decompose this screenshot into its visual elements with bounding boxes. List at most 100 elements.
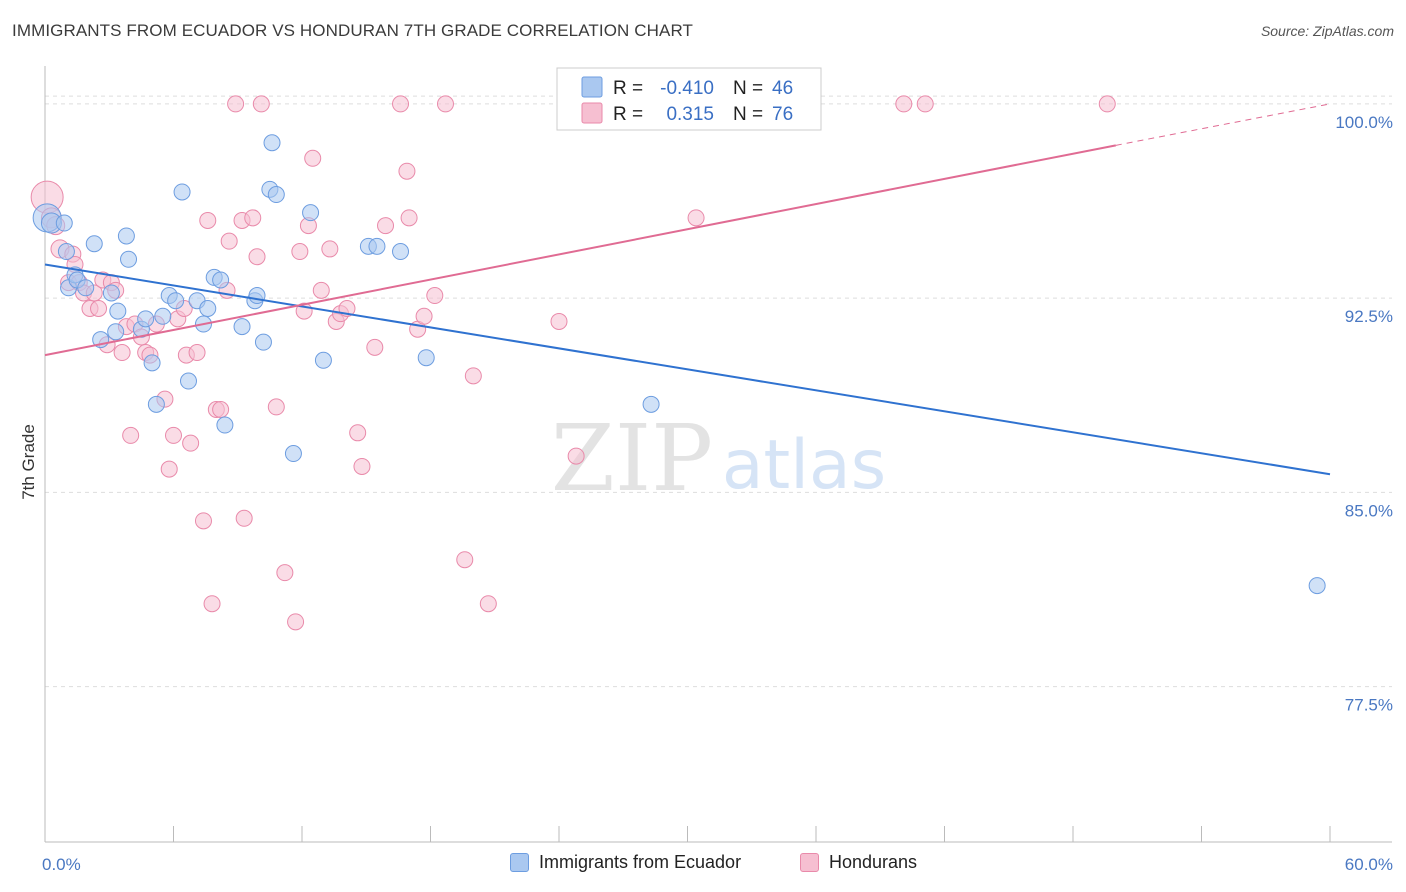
point-honduran xyxy=(464,367,482,385)
y-tick-label: 100.0% xyxy=(1335,113,1393,132)
point-honduran xyxy=(252,95,270,113)
point-honduran xyxy=(113,344,131,362)
point-ecuador xyxy=(216,416,234,434)
point-honduran xyxy=(377,217,395,235)
point-ecuador xyxy=(368,237,386,255)
y-tick-label: 92.5% xyxy=(1345,307,1393,326)
point-ecuador xyxy=(173,183,191,201)
point-honduran xyxy=(392,95,410,113)
point-ecuador xyxy=(267,186,285,204)
trend-line-hondurans-extension xyxy=(1115,103,1331,146)
point-honduran xyxy=(550,312,568,330)
point-ecuador xyxy=(392,243,410,261)
point-ecuador xyxy=(55,214,73,232)
point-honduran xyxy=(267,398,285,416)
point-honduran xyxy=(321,240,339,258)
point-honduran xyxy=(687,209,705,227)
point-honduran xyxy=(199,211,217,229)
point-ecuador xyxy=(167,292,185,310)
point-honduran xyxy=(366,338,384,356)
point-honduran xyxy=(456,551,474,569)
watermark-atlas: atlas xyxy=(722,426,886,505)
point-ecuador xyxy=(263,134,281,152)
grid-layer xyxy=(45,95,1392,688)
point-ecuador xyxy=(77,279,95,297)
legend-r-value-blue: -0.410 xyxy=(660,78,714,99)
y-tick-label: 85.0% xyxy=(1345,501,1393,520)
x-tick-label-max: 60.0% xyxy=(1345,855,1393,874)
point-honduran xyxy=(227,95,245,113)
point-honduran xyxy=(304,149,322,167)
bottom-legend-ecuador: Immigrants from Ecuador xyxy=(510,852,741,873)
point-honduran xyxy=(160,460,178,478)
point-honduran xyxy=(244,209,262,227)
chart-source: Source: ZipAtlas.com xyxy=(1260,23,1394,39)
point-honduran xyxy=(349,424,367,442)
legend-swatch-pink xyxy=(581,102,603,124)
point-ecuador xyxy=(85,235,103,253)
point-honduran xyxy=(426,287,444,305)
point-honduran xyxy=(287,613,305,631)
point-ecuador xyxy=(107,323,125,341)
bottom-legend-label-hondurans: Hondurans xyxy=(829,852,918,872)
point-honduran xyxy=(400,209,418,227)
series-ecuador xyxy=(32,134,1326,595)
y-axis-label: 7th Grade xyxy=(19,424,38,500)
point-ecuador xyxy=(179,372,197,390)
point-ecuador xyxy=(102,284,120,302)
point-honduran xyxy=(291,243,309,261)
point-ecuador xyxy=(147,395,165,413)
trend-line-hondurans xyxy=(44,144,1117,357)
point-ecuador xyxy=(314,351,332,369)
series-hondurans xyxy=(30,95,1116,631)
legend-n-label-pink: N = xyxy=(733,104,763,125)
point-honduran xyxy=(188,344,206,362)
point-honduran xyxy=(203,595,221,613)
point-honduran xyxy=(415,307,433,325)
point-ecuador xyxy=(109,302,127,320)
point-ecuador xyxy=(137,310,155,328)
bottom-legend-swatch-blue xyxy=(510,853,529,872)
point-ecuador xyxy=(143,354,161,372)
point-ecuador xyxy=(212,271,230,289)
legend-n-value-pink: 76 xyxy=(772,104,793,125)
y-tick-label: 77.5% xyxy=(1345,696,1393,715)
x-tick-label-min: 0.0% xyxy=(42,855,81,874)
point-ecuador xyxy=(417,349,435,367)
legend-r-value-pink: 0.315 xyxy=(666,104,714,125)
point-ecuador xyxy=(284,445,302,463)
trend-line-ecuador xyxy=(44,263,1331,476)
point-ecuador xyxy=(120,250,138,268)
point-honduran xyxy=(895,95,913,113)
point-ecuador xyxy=(199,299,217,317)
axis-layer: 77.5% 85.0% 92.5% 100.0% 0.0% 60.0% xyxy=(42,66,1393,874)
bottom-legend: Immigrants from Ecuador Hondurans xyxy=(0,852,1406,878)
point-honduran xyxy=(567,447,585,465)
point-ecuador xyxy=(1308,577,1326,595)
legend-n-value-blue: 46 xyxy=(772,78,793,99)
point-honduran xyxy=(312,281,330,299)
bottom-legend-swatch-pink xyxy=(800,853,819,872)
point-honduran xyxy=(235,509,253,527)
point-honduran xyxy=(165,426,182,444)
point-ecuador xyxy=(154,307,172,325)
legend-swatch-blue xyxy=(581,76,603,98)
point-ecuador xyxy=(233,318,251,336)
trend-layer xyxy=(44,103,1331,476)
point-honduran xyxy=(212,400,230,418)
point-honduran xyxy=(220,232,238,250)
legend-r-label-blue: R = xyxy=(613,78,643,99)
point-honduran xyxy=(182,434,200,452)
point-ecuador xyxy=(248,287,266,305)
point-honduran xyxy=(398,162,416,180)
legend-box: R = -0.410 N = 46 R = 0.315 N = 76 xyxy=(556,67,822,131)
legend-n-label-blue: N = xyxy=(733,78,763,99)
point-ecuador xyxy=(302,204,320,222)
point-honduran xyxy=(122,426,140,444)
point-honduran xyxy=(479,595,497,613)
legend-r-label-pink: R = xyxy=(613,104,643,125)
chart-title: IMMIGRANTS FROM ECUADOR VS HONDURAN 7TH … xyxy=(12,21,693,40)
point-ecuador xyxy=(57,243,75,261)
point-honduran xyxy=(353,457,371,475)
